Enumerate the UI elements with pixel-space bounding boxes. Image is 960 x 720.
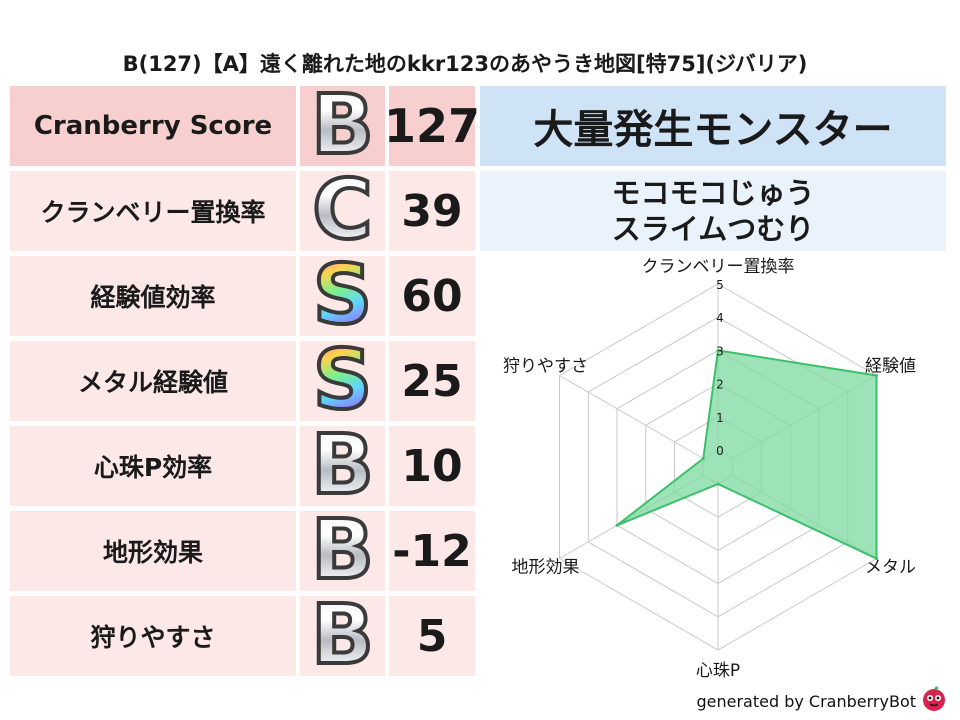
score-label: メタル経験値: [10, 341, 296, 421]
rank-letter: S: [311, 333, 374, 428]
score-value: -12: [389, 511, 475, 591]
score-label: 経験値効率: [10, 256, 296, 336]
score-label: Cranberry Score: [10, 86, 296, 166]
axis-label: 心珠P: [696, 661, 740, 681]
axis-label: 地形効果: [512, 558, 580, 578]
data-point: [615, 523, 619, 527]
axis-label: クランベリー置換率: [642, 257, 795, 277]
data-area: [616, 349, 878, 561]
score-label: 心珠P効率: [10, 426, 296, 506]
footer-credit: generated by CranberryBot: [696, 692, 916, 711]
data-point: [716, 482, 720, 486]
score-value: 5: [389, 596, 475, 676]
tick-label: 3: [716, 344, 724, 358]
data-point: [716, 348, 720, 352]
rank-letter: B: [309, 588, 375, 683]
grid-spoke: [559, 375, 704, 459]
rank-letter: C: [310, 163, 374, 258]
monster-header: 大量発生モンスター: [480, 86, 946, 166]
rank-badge: S: [300, 248, 385, 343]
rank-badge: B: [300, 418, 385, 513]
score-value: 60: [389, 256, 475, 336]
tick-label: 2: [716, 378, 724, 392]
monster-name: モコモコじゅう: [611, 176, 815, 210]
rank-badge: B: [300, 503, 385, 598]
monster-names: モコモコじゅう スライムつむり: [480, 171, 946, 251]
data-point: [874, 557, 878, 560]
tick-label: 4: [716, 311, 724, 325]
score-label: クランベリー置換率: [10, 171, 296, 251]
rank-badge: B: [300, 78, 385, 173]
cranberry-bot-icon: [923, 686, 945, 711]
tick-label: 5: [716, 278, 724, 292]
axis-label: 経験値: [865, 357, 916, 377]
page-title: B(127)【A】遠く離れた地のkkr123のあやうき地図[特75](ジバリア): [122, 52, 808, 76]
rank-letter: B: [309, 503, 375, 598]
rank-letter: B: [309, 78, 375, 173]
monster-name: スライムつむり: [611, 212, 815, 246]
score-label: 狩りやすさ: [10, 596, 296, 676]
rank-letter: S: [311, 248, 374, 343]
score-value: 127: [384, 86, 480, 166]
rank-badge: C: [300, 163, 385, 258]
rank-badge: B: [300, 588, 385, 683]
rank-badge: S: [300, 333, 385, 428]
score-value: 39: [389, 171, 475, 251]
axis-label: 狩りやすさ: [503, 357, 588, 377]
score-value: 25: [389, 341, 475, 421]
tick-label: 1: [716, 411, 724, 425]
data-point: [701, 457, 705, 460]
tick-label: 0: [716, 444, 724, 458]
axis-label: メタル: [865, 558, 916, 578]
score-value: 10: [389, 426, 475, 506]
rank-letter: B: [309, 418, 375, 513]
data-point: [874, 374, 878, 377]
score-label: 地形効果: [10, 511, 296, 591]
